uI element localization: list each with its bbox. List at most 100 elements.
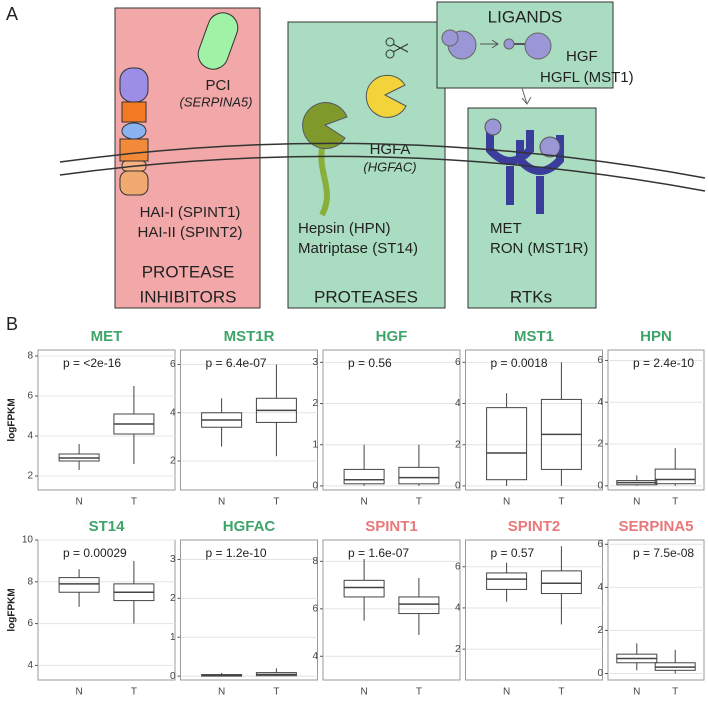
annotation: p = 0.00029 xyxy=(63,546,127,560)
x-tick-label: T xyxy=(416,687,422,698)
pci-shape xyxy=(197,12,239,70)
section-title: RTKs xyxy=(510,287,552,306)
y-tick-label: 4 xyxy=(170,407,176,418)
hai-domain xyxy=(119,138,149,162)
x-tick-label: T xyxy=(273,687,279,698)
plot-area xyxy=(607,349,705,491)
x-tick-label: N xyxy=(503,497,510,508)
y-tick-label: 1 xyxy=(170,632,176,643)
x-tick-label: N xyxy=(218,497,225,508)
annotation: p = 7.5e-08 xyxy=(633,546,694,560)
y-tick-label: 4 xyxy=(312,651,318,662)
x-tick-label: T xyxy=(131,687,137,698)
chart-title: HGFAC xyxy=(223,518,276,535)
section-title: LIGANDS xyxy=(488,7,563,26)
plot-area xyxy=(465,539,603,681)
section-title: PROTEASE xyxy=(142,262,235,281)
plot-area xyxy=(180,539,318,681)
membrane xyxy=(59,155,706,192)
label: HGFL (MST1) xyxy=(540,69,634,86)
membrane xyxy=(59,142,706,179)
hepsin-shape xyxy=(302,102,348,150)
plot-area xyxy=(465,349,603,491)
box xyxy=(654,468,696,485)
chart-title: SERPINA5 xyxy=(618,518,693,535)
ligand-shape xyxy=(539,136,561,158)
y-tick-label: 0 xyxy=(597,668,603,679)
y-tick-label: 2 xyxy=(455,439,461,450)
hai-domain xyxy=(119,170,149,196)
annotation: p = 0.0018 xyxy=(491,356,548,370)
y-tick-label: 8 xyxy=(312,556,318,567)
x-tick-label: T xyxy=(273,497,279,508)
y-axis-label: logFPKM xyxy=(7,398,18,441)
ligand-shape xyxy=(484,118,502,136)
x-tick-label: T xyxy=(558,687,564,698)
ligand-shape xyxy=(524,32,552,60)
y-tick-label: 4 xyxy=(455,398,461,409)
x-tick-label: T xyxy=(131,497,137,508)
x-tick-label: T xyxy=(672,687,678,698)
x-tick-label: N xyxy=(360,687,367,698)
panel-label: B xyxy=(6,314,18,334)
chart-title: SPINT2 xyxy=(508,518,561,535)
box xyxy=(58,577,100,593)
label: RON (MST1R) xyxy=(490,240,588,257)
chart-title: ST14 xyxy=(89,518,126,535)
plot-area xyxy=(37,539,176,681)
x-tick-label: N xyxy=(75,687,82,698)
x-tick-label: T xyxy=(672,497,678,508)
x-tick-label: T xyxy=(416,497,422,508)
y-tick-label: 3 xyxy=(170,554,176,565)
box xyxy=(486,572,528,590)
chart-title: MST1R xyxy=(224,328,275,345)
y-tick-label: 8 xyxy=(27,351,33,362)
box xyxy=(486,407,528,481)
box xyxy=(343,468,385,485)
hepsin-tail xyxy=(318,147,330,217)
label: Matriptase (ST14) xyxy=(298,240,418,257)
y-tick-label: 4 xyxy=(455,603,461,614)
x-tick-label: N xyxy=(75,497,82,508)
proteases-box xyxy=(287,21,446,309)
x-tick-label: N xyxy=(633,687,640,698)
y-tick-label: 6 xyxy=(170,359,176,370)
plot-area xyxy=(322,349,461,491)
label: MET xyxy=(490,220,522,237)
y-tick-label: 2 xyxy=(312,398,318,409)
section-title: INHIBITORS xyxy=(140,287,237,306)
x-tick-label: N xyxy=(503,687,510,698)
annotation: p = 0.57 xyxy=(491,546,535,560)
y-tick-label: 6 xyxy=(455,357,461,368)
annotation: p = 1.2e-10 xyxy=(206,546,267,560)
y-tick-label: 2 xyxy=(27,471,33,482)
y-tick-label: 4 xyxy=(27,431,33,442)
label: Hepsin (HPN) xyxy=(298,220,391,237)
y-tick-label: 0 xyxy=(170,671,176,682)
arrow xyxy=(521,87,532,105)
hai-domain xyxy=(121,122,147,140)
y-tick-label: 6 xyxy=(597,539,603,550)
box xyxy=(343,579,385,598)
label: PCI xyxy=(205,77,230,94)
label: (HGFAC) xyxy=(363,159,416,174)
y-tick-label: 10 xyxy=(22,535,34,546)
y-tick-label: 4 xyxy=(597,582,603,593)
panel-label: A xyxy=(6,4,18,24)
chart-title: HPN xyxy=(640,328,672,345)
hai-domain xyxy=(119,67,149,103)
y-tick-label: 6 xyxy=(455,561,461,572)
y-tick-label: 2 xyxy=(597,625,603,636)
y-tick-label: 6 xyxy=(27,391,33,402)
box xyxy=(398,466,440,485)
hai-domain xyxy=(121,101,147,123)
annotation: p = 2.4e-10 xyxy=(633,356,694,370)
y-tick-label: 6 xyxy=(27,618,33,629)
plot-area xyxy=(37,349,176,491)
y-tick-label: 0 xyxy=(312,481,318,492)
y-tick-label: 2 xyxy=(597,439,603,450)
y-tick-label: 2 xyxy=(170,593,176,604)
y-tick-label: 2 xyxy=(170,456,176,467)
hgfa-shape xyxy=(365,74,407,118)
